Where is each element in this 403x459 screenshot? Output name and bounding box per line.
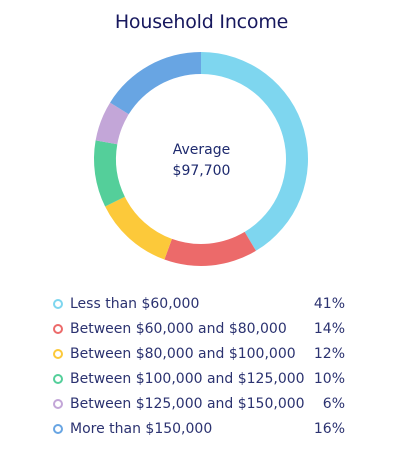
center-label: Average: [172, 142, 231, 158]
legend-value: 12%: [313, 346, 345, 362]
legend-marker: [53, 299, 63, 309]
donut-slice: [110, 52, 201, 115]
center-value: $97,700: [172, 163, 231, 179]
legend-item: Between $60,000 and $80,000 14%: [53, 319, 345, 344]
donut-slice: [201, 52, 308, 251]
legend-label: Between $125,000 and $150,000: [70, 396, 305, 412]
donut-slice: [94, 140, 125, 207]
legend-label: Between $60,000 and $80,000: [70, 321, 287, 337]
legend-marker: [53, 399, 63, 409]
legend-value: 6%: [322, 396, 345, 412]
legend-item: Between $100,000 and $125,000 10%: [53, 369, 345, 394]
donut-chart: [94, 52, 308, 266]
legend-item: Between $125,000 and $150,000 6%: [53, 394, 345, 419]
legend-label: Between $100,000 and $125,000: [70, 371, 305, 387]
legend-label: More than $150,000: [70, 421, 213, 437]
legend-marker: [53, 424, 63, 434]
legend-marker: [53, 349, 63, 359]
chart-legend: Less than $60,000 41% Between $60,000 an…: [53, 294, 345, 444]
donut-slice: [105, 196, 172, 260]
legend-value: 16%: [313, 421, 345, 437]
donut-slice: [95, 102, 129, 145]
donut-slice: [164, 231, 256, 266]
legend-item: Less than $60,000 41%: [53, 294, 345, 319]
legend-value: 10%: [313, 371, 345, 387]
legend-marker: [53, 324, 63, 334]
chart-title: Household Income: [114, 11, 289, 33]
legend-label: Between $80,000 and $100,000: [70, 346, 296, 362]
legend-value: 41%: [313, 296, 345, 312]
legend-item: Between $80,000 and $100,000 12%: [53, 344, 345, 369]
legend-item: More than $150,000 16%: [53, 419, 345, 444]
legend-label: Less than $60,000: [70, 296, 200, 312]
legend-value: 14%: [313, 321, 345, 337]
legend-marker: [53, 374, 63, 384]
